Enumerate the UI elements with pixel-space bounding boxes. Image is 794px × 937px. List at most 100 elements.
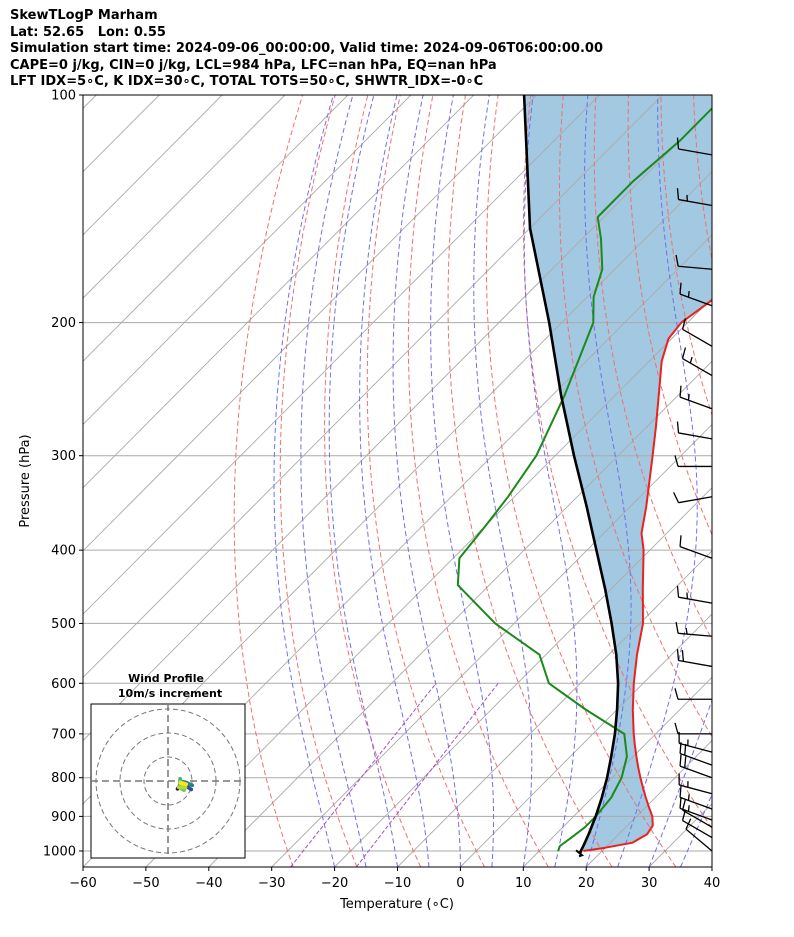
isotherm-gridline <box>334 487 712 867</box>
wind-barb-flag <box>674 455 679 467</box>
y-tick-label: 700 <box>51 727 76 742</box>
y-tick-label: 400 <box>51 544 76 559</box>
isotherm-gridline <box>711 866 712 867</box>
wind-barb-staff <box>678 265 713 270</box>
x-tick-label: −40 <box>195 876 222 891</box>
x-tick-label: −20 <box>321 876 348 891</box>
dry-adiabat <box>485 95 677 867</box>
isotherm-gridline <box>83 95 475 489</box>
x-tick-label: 40 <box>704 876 721 891</box>
wind-barb-flag <box>684 743 687 756</box>
wind-barb-staff <box>682 809 713 828</box>
wind-barb-flag <box>679 282 682 295</box>
wind-barb <box>676 649 713 668</box>
wind-barb <box>676 585 713 604</box>
mixing-ratio-line <box>290 682 437 867</box>
dry-adiabat <box>447 95 613 867</box>
wind-barb-flag <box>681 809 687 821</box>
x-tick-label: 10 <box>515 876 532 891</box>
dry-adiabat <box>407 95 549 867</box>
wind-barb-staff <box>685 828 713 852</box>
isotherm-gridline <box>522 676 712 867</box>
x-tick-label: 30 <box>641 876 658 891</box>
moist-adiabat <box>392 95 461 867</box>
wind-barb <box>676 421 713 440</box>
wind-barb <box>679 754 713 779</box>
parcel-path-line <box>522 95 620 855</box>
wind-barb-half-flag <box>687 290 690 298</box>
wind-barb-staff <box>679 765 713 779</box>
wind-barb <box>676 137 713 156</box>
dry-adiabat <box>523 95 712 830</box>
wind-barb-flag <box>679 742 682 754</box>
wind-barb-flag <box>681 318 687 330</box>
sounding-lines <box>83 95 712 867</box>
wind-barb-flag <box>675 254 679 267</box>
wind-barb-staff <box>678 659 713 668</box>
wind-barb-flag <box>681 798 687 811</box>
hodograph-inset: Wind Profile 10m/s increment <box>90 672 246 859</box>
wind-barb-flag <box>684 756 687 768</box>
dry-adiabat <box>279 95 358 867</box>
wind-barb-staff <box>679 293 713 307</box>
x-tick-label: −60 <box>69 876 96 891</box>
wind-barb <box>678 773 713 795</box>
wind-barb-flag <box>679 785 682 798</box>
dry-adiabat <box>660 95 712 417</box>
wind-barb-staff <box>682 328 713 347</box>
y-axis-label: Pressure (hPa) <box>18 434 33 527</box>
wind-barb-half-flag <box>689 356 693 364</box>
x-tick-label: −30 <box>258 876 285 891</box>
wind-barb <box>676 188 713 207</box>
wind-barb-flag <box>676 421 680 434</box>
isotherm-gridline <box>208 360 712 867</box>
dewpoint-line <box>456 106 712 852</box>
isotherm-gridline <box>83 95 412 426</box>
wind-barb-flag <box>676 649 680 661</box>
moist-adiabat <box>680 793 712 867</box>
wind-barb-staff <box>678 432 713 440</box>
y-tick-label: 900 <box>51 810 76 825</box>
dry-adiabat <box>366 95 485 867</box>
isotherm-gridline <box>271 423 712 867</box>
wind-barb-staff <box>679 546 713 559</box>
y-tick-label: 200 <box>51 316 76 331</box>
wind-barb <box>673 492 713 504</box>
wind-barb <box>681 347 713 377</box>
wind-barb <box>681 318 713 347</box>
y-tick-label: 100 <box>51 89 76 104</box>
chart-title: SkewTLogP Marham <box>10 8 158 23</box>
isotherm-gridline <box>83 95 349 362</box>
wind-barb-flag <box>674 688 679 700</box>
dry-adiabat <box>324 95 422 867</box>
isotherm-gridline <box>83 95 537 552</box>
chart-header: SkewTLogP Marham Lat: 52.65 Lon: 0.55 Si… <box>10 8 603 91</box>
wind-barb <box>679 535 713 559</box>
y-tick-label: 600 <box>51 677 76 692</box>
wind-barb-flag <box>676 585 680 598</box>
wind-barb-staff <box>678 496 713 504</box>
y-tick-label: 1000 <box>43 844 76 859</box>
wind-barb <box>679 742 713 766</box>
wind-barb-staff <box>678 198 713 207</box>
axis-ticks: −60 −50 −40 −30 −20 −10 0 10 20 30 40 100 200 300 400 5… <box>43 89 720 892</box>
moist-adiabat <box>328 95 398 867</box>
wind-barb-half-flag <box>687 805 690 812</box>
y-tick-label: 300 <box>51 449 76 464</box>
wind-barb <box>678 731 713 753</box>
wind-barb-staff <box>682 820 713 839</box>
wind-barb-flag <box>679 385 682 398</box>
wind-barb-flag <box>676 188 680 200</box>
y-tick-label: 500 <box>51 617 76 632</box>
wind-barb <box>685 818 713 852</box>
wind-barb <box>679 385 713 410</box>
isotherm-gridline <box>83 95 600 615</box>
moist-adiabat <box>430 95 495 867</box>
wind-barb-staff <box>678 596 713 604</box>
wind-barb-flag <box>674 722 679 735</box>
wind-barb <box>681 809 713 839</box>
moist-adiabat <box>584 95 632 867</box>
wind-barb <box>679 282 713 307</box>
moist-adiabat <box>617 95 698 867</box>
